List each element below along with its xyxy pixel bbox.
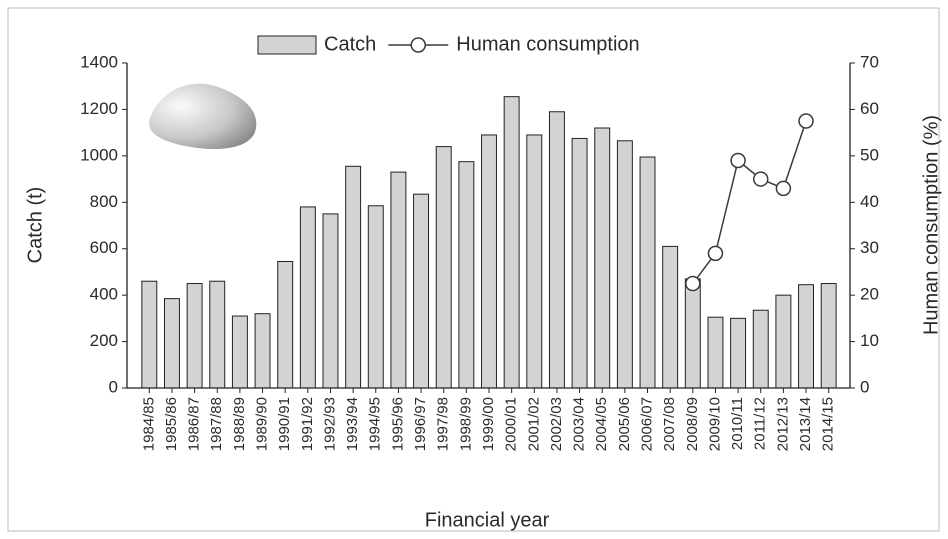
y2-tick-label: 70 [860, 52, 879, 71]
x-tick-label: 1986/87 [186, 397, 203, 451]
bar [798, 284, 815, 389]
bar [820, 283, 837, 389]
bar [684, 278, 701, 389]
y-tick-label: 400 [90, 285, 118, 304]
y-tick-label: 600 [90, 238, 118, 257]
y-tick-label: 200 [90, 331, 118, 350]
legend-label: Human consumption [456, 33, 639, 55]
x-tick-label: 1989/90 [254, 397, 271, 451]
bar [548, 111, 565, 389]
y2-tick-label: 0 [860, 377, 869, 396]
x-tick-label: 2013/14 [797, 397, 814, 451]
bar [616, 140, 633, 389]
line-marker [685, 275, 701, 292]
bar [730, 317, 747, 389]
y-axis-label: Catch (t) [24, 187, 46, 264]
y-tick-label: 0 [109, 377, 118, 396]
y2-tick-label: 10 [860, 331, 879, 350]
x-tick-label: 1993/94 [344, 397, 361, 451]
bar [526, 134, 543, 389]
bar [254, 313, 271, 389]
x-tick-label: 2005/06 [616, 397, 633, 451]
y-tick-label: 1400 [80, 52, 118, 71]
bar [277, 260, 294, 389]
y2-tick-label: 50 [860, 145, 879, 164]
line-marker [798, 113, 814, 129]
x-tick-label: 1997/98 [435, 397, 452, 451]
bar [435, 146, 452, 389]
legend-label: Catch [324, 33, 376, 55]
y2-tick-label: 60 [860, 99, 879, 118]
bar [503, 96, 520, 389]
bar [662, 245, 679, 389]
x-tick-label: 1999/00 [480, 397, 497, 451]
y-tick-label: 1000 [80, 145, 118, 164]
x-tick-label: 1998/99 [457, 397, 474, 451]
x-tick-label: 1985/86 [163, 397, 180, 451]
bar [209, 280, 226, 389]
x-tick-label: 1994/95 [367, 397, 384, 451]
x-tick-label: 2006/07 [638, 397, 655, 451]
x-tick-label: 1991/92 [299, 397, 316, 451]
bar [345, 165, 362, 389]
bar [390, 171, 407, 389]
y2-tick-label: 20 [860, 285, 879, 304]
bar [367, 205, 384, 389]
x-tick-label: 1988/89 [231, 397, 248, 451]
bar [481, 134, 497, 389]
bar [571, 137, 588, 389]
bar [639, 156, 656, 389]
x-tick-label: 1987/88 [208, 397, 225, 451]
bar [231, 315, 248, 389]
x-tick-label: 2000/01 [503, 397, 520, 451]
bar [299, 206, 316, 389]
x-tick-label: 2003/04 [571, 397, 588, 451]
legend-swatch [410, 37, 426, 53]
y2-tick-label: 30 [860, 238, 879, 257]
x-tick-label: 2004/05 [593, 397, 610, 451]
line-marker [752, 171, 769, 187]
x-tick-label: 1984/85 [140, 397, 157, 451]
x-tick-label: 2011/12 [752, 397, 769, 450]
x-tick-label: 2007/08 [661, 397, 678, 451]
line-marker [730, 152, 746, 169]
line-marker [775, 180, 792, 197]
y-tick-label: 1200 [80, 99, 118, 118]
legend-swatch [257, 35, 317, 55]
bar [594, 127, 611, 389]
bar [413, 193, 430, 389]
line-marker [707, 245, 724, 262]
bar [322, 213, 339, 389]
y2-tick-label: 40 [860, 192, 879, 211]
y2-axis-label: Human consumption (%) [920, 115, 942, 335]
x-axis-label: Financial year [425, 509, 550, 531]
x-tick-label: 2001/02 [525, 397, 542, 451]
bar [186, 283, 203, 389]
shell-illustration [149, 83, 257, 150]
x-tick-label: 2008/09 [684, 397, 701, 451]
x-tick-label: 1992/93 [321, 397, 338, 451]
bar [458, 161, 475, 389]
bar [707, 316, 724, 389]
x-tick-label: 2014/15 [820, 397, 837, 451]
bar [775, 294, 792, 389]
x-tick-label: 2009/10 [706, 397, 723, 451]
x-tick-label: 2010/11 [729, 397, 746, 450]
bar [752, 309, 769, 389]
x-tick-label: 1996/97 [412, 397, 429, 451]
y-tick-label: 800 [90, 192, 118, 211]
x-tick-label: 2012/13 [774, 397, 791, 451]
x-tick-label: 2002/03 [548, 397, 565, 451]
x-tick-label: 1995/96 [389, 397, 406, 451]
bar [141, 280, 158, 389]
bar [163, 298, 180, 389]
x-tick-label: 1990/91 [276, 397, 293, 451]
